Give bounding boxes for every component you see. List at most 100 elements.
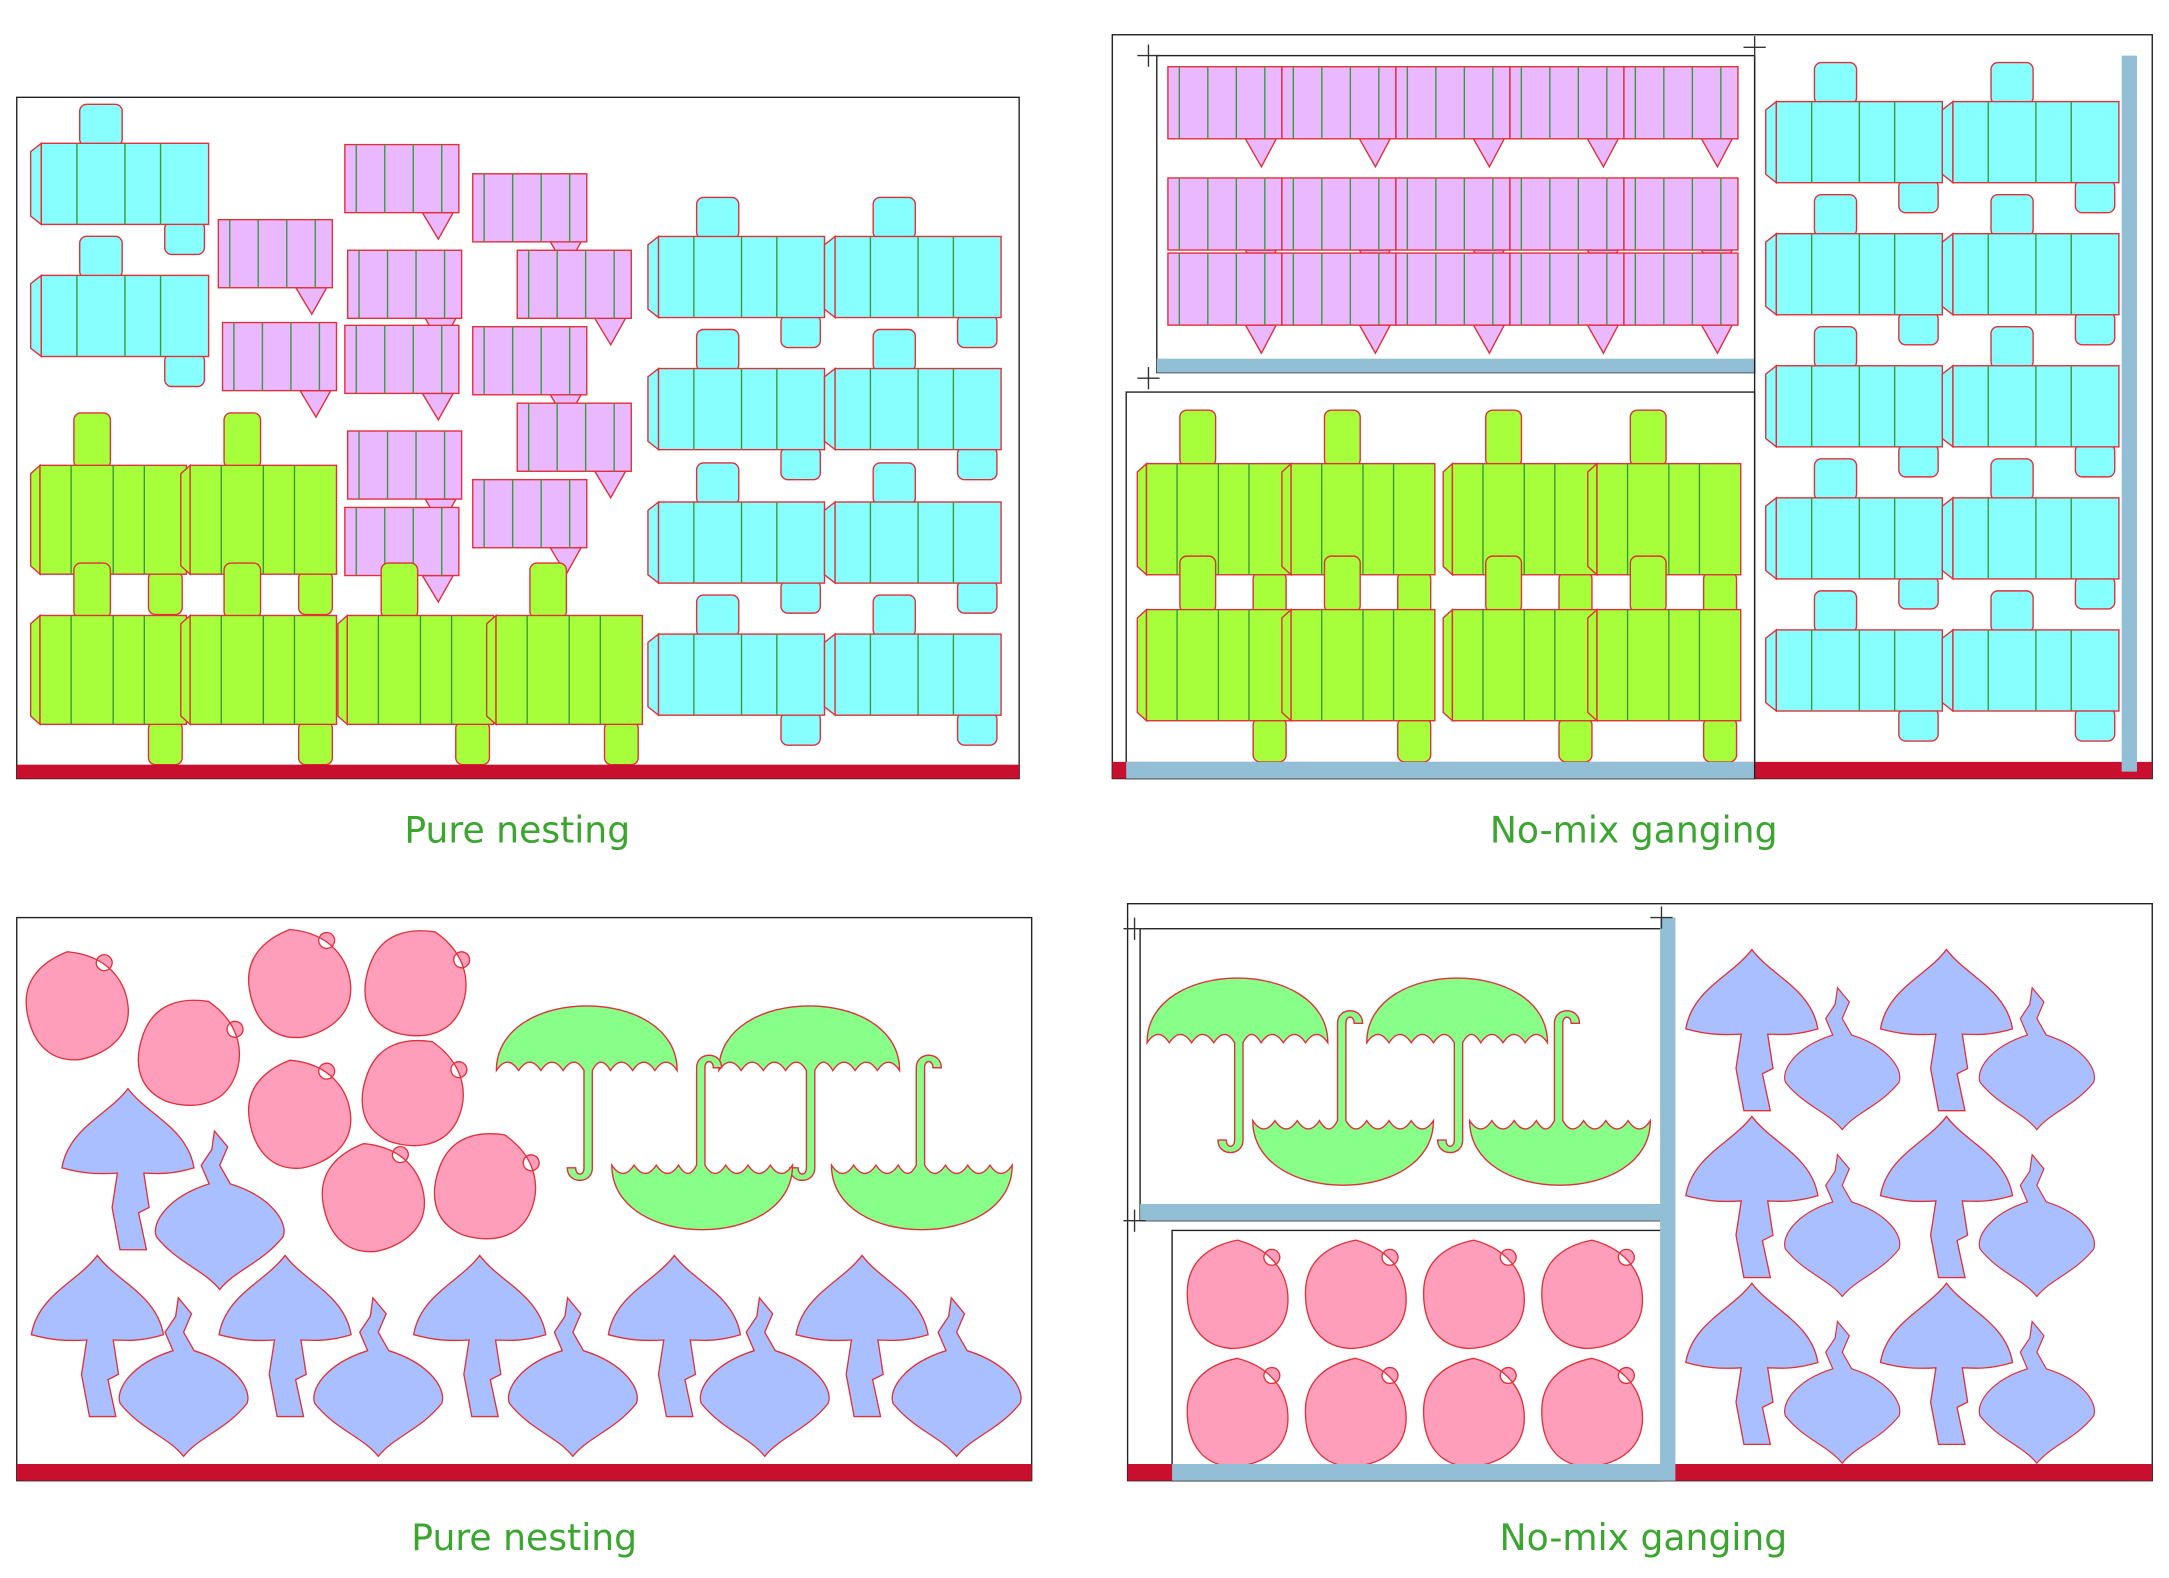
sleeve-dieline [1623, 252, 1739, 355]
tab [2074, 707, 2116, 742]
ornament [25, 951, 129, 1061]
mushroom [1879, 1115, 2014, 1279]
box-dieline [823, 328, 1002, 481]
caption: No-mix ganging [1500, 1516, 1788, 1559]
body [472, 478, 588, 549]
tab [73, 562, 112, 619]
box-dieline [29, 103, 210, 256]
umbrella [1146, 977, 1329, 1154]
mushroom [1685, 1115, 1819, 1279]
ornament [1422, 1239, 1525, 1350]
sleeve-dieline [344, 143, 460, 241]
box-dieline [647, 594, 826, 746]
margin-bar [1156, 358, 1755, 373]
sleeve-dieline [516, 402, 632, 500]
tab [1813, 61, 1858, 106]
glue-flap [1281, 608, 1292, 723]
glue-flap [1587, 462, 1598, 577]
sleeve-dieline [1167, 252, 1283, 355]
tab [956, 579, 998, 614]
tab [2074, 443, 2116, 478]
umbrella [1252, 1010, 1435, 1186]
tab [780, 711, 822, 746]
glue-flap [823, 632, 836, 717]
sleeve-dieline [1395, 66, 1511, 169]
tab [1813, 193, 1858, 238]
body [344, 324, 460, 395]
tab [872, 196, 917, 240]
glue-flap [1941, 364, 1954, 449]
tab [297, 720, 334, 766]
tab [1179, 409, 1217, 468]
margin-bar [1140, 1204, 1662, 1221]
glue-flap [647, 632, 660, 717]
mushroom [412, 1254, 547, 1418]
tab [147, 720, 183, 766]
tab [872, 594, 917, 638]
glue-flap [180, 613, 191, 726]
ornament [364, 930, 471, 1037]
umbrella [611, 1054, 794, 1231]
tab [1990, 61, 2034, 106]
glue-flap [1765, 364, 1778, 449]
caption: Pure nesting [411, 1516, 637, 1559]
tab [1485, 555, 1523, 614]
glue-flap [1765, 232, 1778, 317]
glue-flap [1765, 100, 1778, 185]
tab [380, 562, 419, 619]
tab [2074, 179, 2116, 214]
glue-flap [1136, 608, 1148, 723]
body [1623, 252, 1739, 326]
sleeve-dieline [1395, 252, 1511, 355]
tab [2074, 311, 2116, 346]
glue-flap [1587, 608, 1598, 723]
tab [1397, 717, 1432, 763]
mushroom [1879, 948, 2014, 1112]
box-dieline [1941, 458, 2120, 610]
body [516, 249, 632, 320]
body [472, 326, 588, 396]
sleeve-dieline [1167, 177, 1283, 280]
sleeve-dieline [217, 218, 334, 316]
body [1281, 66, 1397, 140]
body [344, 143, 460, 214]
tab [164, 352, 206, 388]
glue-flap [823, 500, 836, 585]
ornament [1541, 1239, 1644, 1350]
tab [1898, 311, 1939, 346]
box-dieline [1587, 555, 1742, 763]
tab [1702, 717, 1738, 763]
tab [1629, 409, 1667, 468]
mushroom [795, 1254, 929, 1418]
ornament [247, 928, 352, 1039]
tab [1990, 590, 2034, 634]
box-dieline [1765, 193, 1944, 346]
body [1167, 252, 1283, 326]
umbrella [1366, 977, 1549, 1154]
tab [1252, 717, 1287, 763]
body [1509, 252, 1625, 326]
body [516, 402, 632, 472]
sleeve-dieline [472, 478, 588, 576]
tab [79, 103, 123, 147]
tab [147, 570, 183, 616]
onion [1784, 986, 1901, 1131]
tab [695, 328, 740, 373]
tab [529, 562, 568, 619]
tab [73, 412, 112, 469]
onion [891, 1296, 1022, 1458]
mushroom [218, 1254, 352, 1418]
body [221, 321, 338, 392]
glue-flap [1765, 628, 1778, 713]
margin-bar [2121, 55, 2137, 772]
onion [1784, 1320, 1901, 1465]
tab [164, 220, 206, 256]
tab [780, 446, 822, 481]
body [1623, 66, 1739, 140]
box-dieline [647, 196, 826, 349]
body [1395, 252, 1511, 326]
tab [297, 570, 334, 616]
glue-flap [485, 613, 497, 726]
ornament [1186, 1239, 1289, 1350]
